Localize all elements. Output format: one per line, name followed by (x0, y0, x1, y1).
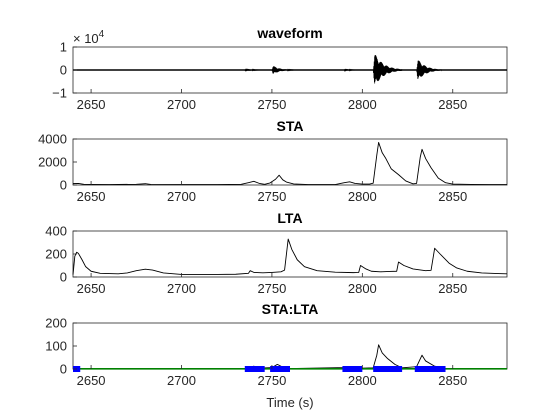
plot-area (73, 55, 507, 84)
y-tick-label: 4000 (38, 132, 67, 147)
panel-lta: LTA 0 200 400 2650 2700 2750 2800 2850 (45, 210, 508, 296)
x-tick-label: 2650 (77, 373, 106, 388)
x-tick-label: 2750 (257, 189, 286, 204)
y-tick-label: 0 (60, 63, 67, 78)
y-tick-label: −1 (52, 86, 67, 101)
plot-area (72, 142, 507, 185)
series-line (72, 142, 507, 185)
x-ticks: 2650 2700 2750 2800 2850 (77, 365, 467, 388)
x-tick-label: 2700 (167, 189, 196, 204)
panel-waveform: waveform × 104 −1 0 1 2650 2700 2750 2800 2850 (52, 25, 508, 112)
y-tick-label: 0 (60, 362, 67, 377)
panel-title: LTA (277, 210, 302, 226)
panel-title: STA:LTA (262, 301, 319, 317)
y-tick-label: 200 (45, 247, 67, 262)
exponent-label: × 104 (73, 29, 105, 46)
axes-box (72, 138, 508, 186)
x-tick-label: 2750 (257, 373, 286, 388)
x-tick-label: 2800 (348, 97, 377, 112)
x-axis-label: Time (s) (266, 395, 313, 410)
y-ticks: −1 0 1 (52, 40, 77, 101)
y-tick-label: 0 (60, 270, 67, 285)
x-tick-label: 2800 (348, 189, 377, 204)
x-tick-label: 2650 (77, 97, 106, 112)
x-tick-label: 2850 (438, 97, 467, 112)
x-tick-label: 2700 (167, 97, 196, 112)
y-ticks: 0 100 200 (45, 316, 77, 377)
x-tick-label: 2700 (167, 373, 196, 388)
x-tick-label: 2800 (348, 373, 377, 388)
x-tick-label: 2750 (257, 97, 286, 112)
waveform-burst (372, 55, 403, 84)
series-line (72, 238, 508, 275)
x-tick-label: 2800 (348, 281, 377, 296)
y-tick-label: 1 (60, 40, 67, 55)
y-ticks: 0 200 400 (45, 224, 77, 285)
waveform-burst (343, 68, 358, 72)
waveform-burst (416, 60, 443, 79)
plot-area (72, 238, 508, 275)
y-tick-label: 200 (45, 316, 67, 331)
x-tick-label: 2850 (438, 373, 467, 388)
x-tick-label: 2700 (167, 281, 196, 296)
x-tick-label: 2850 (438, 189, 467, 204)
y-tick-label: 400 (45, 224, 67, 239)
x-ticks: 2650 2700 2750 2800 2850 (77, 181, 467, 204)
y-tick-label: 0 (60, 178, 67, 193)
x-tick-label: 2650 (77, 281, 106, 296)
waveform-burst (244, 68, 264, 72)
y-tick-label: 2000 (38, 155, 67, 170)
y-ticks: 0 2000 4000 (38, 132, 77, 193)
panel-title: waveform (256, 25, 322, 41)
x-ticks: 2650 2700 2750 2800 2850 (77, 273, 467, 296)
x-tick-label: 2750 (257, 281, 286, 296)
axes-box (72, 322, 508, 370)
y-tick-label: 100 (45, 339, 67, 354)
x-tick-label: 2850 (438, 281, 467, 296)
x-tick-label: 2650 (77, 189, 106, 204)
waveform-burst (271, 66, 294, 74)
panel-sta-lta: STA:LTA 0 100 200 2650 2700 2750 2800 2850 (45, 301, 508, 388)
x-ticks: 2650 2700 2750 2800 2850 (77, 89, 467, 112)
panel-title: STA (277, 118, 304, 134)
panel-sta: STA 0 2000 4000 2650 2700 2750 2800 2850 (38, 118, 508, 204)
